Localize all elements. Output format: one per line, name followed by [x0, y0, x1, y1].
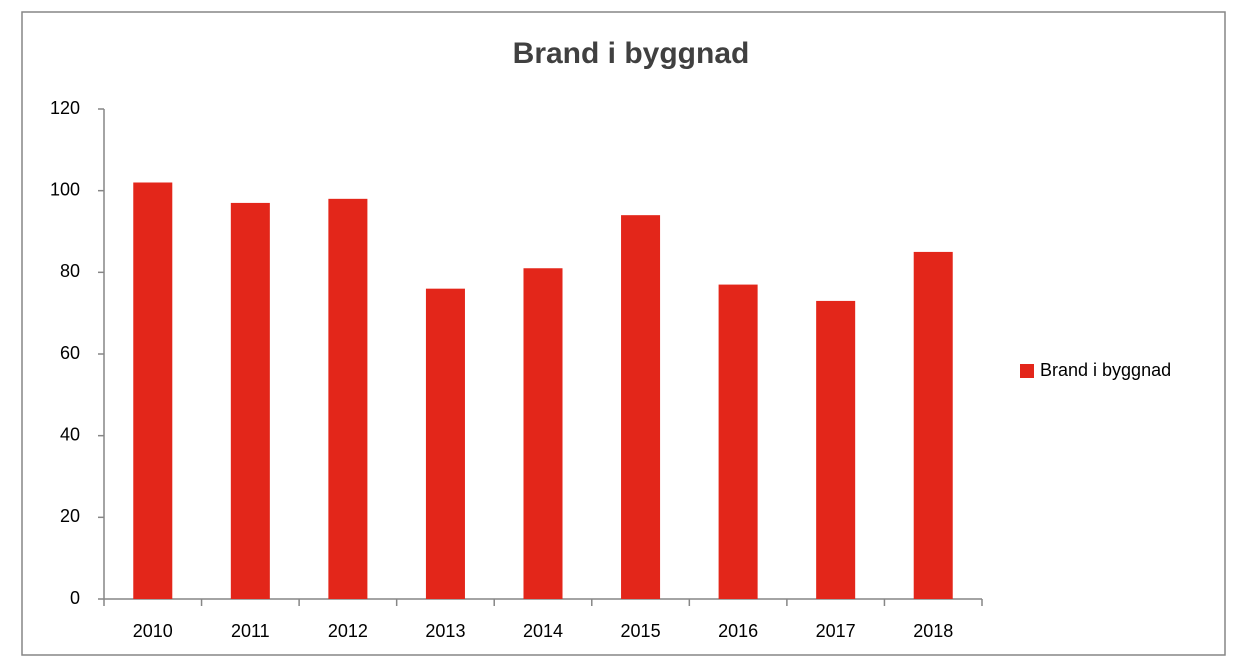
bar [718, 284, 758, 599]
y-tick-label: 40 [60, 424, 80, 444]
x-tick-label: 2014 [523, 621, 563, 641]
x-tick-label: 2012 [328, 621, 368, 641]
bar [621, 215, 661, 599]
bar [425, 288, 465, 599]
y-tick-label: 120 [50, 98, 80, 118]
y-tick-label: 100 [50, 179, 80, 199]
x-tick-label: 2016 [718, 621, 758, 641]
x-tick-label: 2018 [913, 621, 953, 641]
x-tick-label: 2017 [816, 621, 856, 641]
y-tick-label: 60 [60, 343, 80, 363]
y-tick-label: 0 [70, 588, 80, 608]
bar [913, 251, 953, 599]
bar [230, 202, 270, 599]
bar [523, 268, 563, 599]
x-tick-label: 2015 [621, 621, 661, 641]
legend-label: Brand i byggnad [1040, 360, 1171, 380]
legend-swatch [1020, 364, 1034, 378]
y-tick-label: 80 [60, 261, 80, 281]
x-tick-label: 2011 [231, 621, 270, 641]
bar [133, 182, 173, 599]
bar [816, 300, 856, 599]
x-tick-label: 2010 [133, 621, 173, 641]
x-tick-label: 2013 [425, 621, 465, 641]
bar [328, 198, 368, 600]
chart-title: Brand i byggnad [513, 37, 750, 70]
y-tick-label: 20 [60, 506, 80, 526]
